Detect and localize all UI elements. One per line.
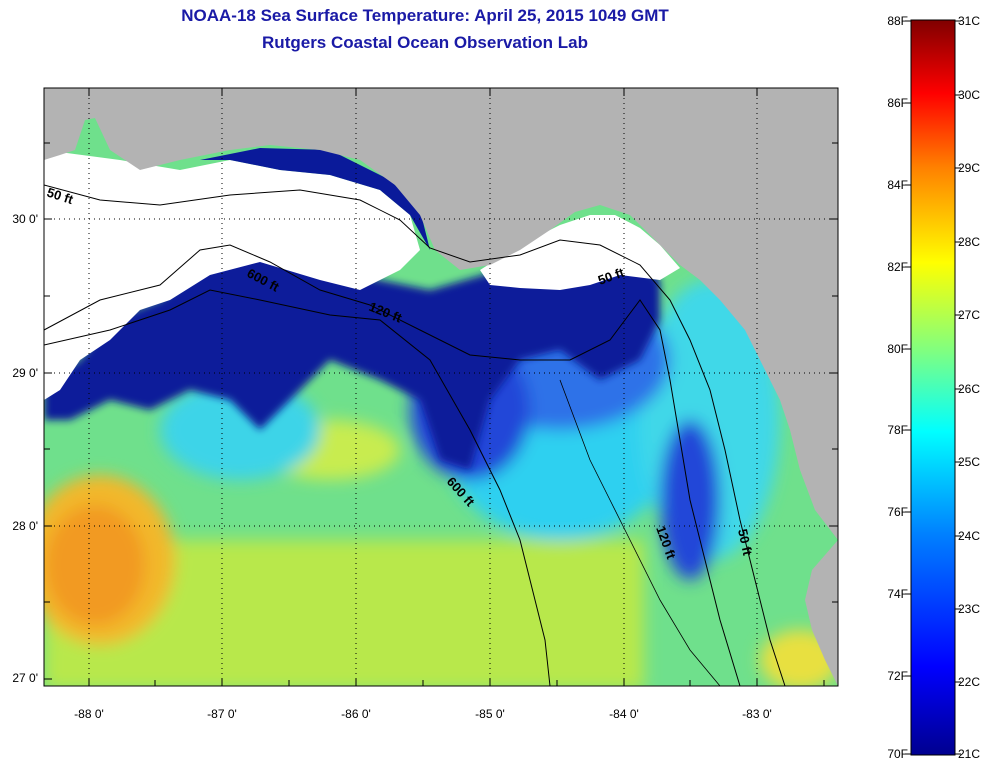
cb-c-23: 23C [958,602,981,616]
colorbar [910,19,956,756]
cb-c-29: 29C [958,161,981,175]
lon-label-88: -88 0' [74,707,104,721]
cb-f-78: 78F [887,423,908,437]
cb-c-24: 24C [958,529,981,543]
cb-c-28: 28C [958,235,981,249]
lon-label-86: -86 0' [341,707,371,721]
cb-c-30: 30C [958,88,981,102]
cb-c-26: 26C [958,382,981,396]
colorbar-ticks [905,20,961,755]
contour-50ft-west [44,184,786,686]
lat-label-29: 29 0' [12,366,38,380]
cb-c-21: 21C [958,747,981,761]
cb-f-86: 86F [887,96,908,110]
lat-label-28: 28 0' [12,519,38,533]
map-subtitle: Rutgers Coastal Ocean Observation Lab [262,33,588,52]
cloud-cover [44,150,420,400]
cb-f-72: 72F [887,669,908,683]
cb-c-27: 27C [958,308,981,322]
cb-f-84: 84F [887,178,908,192]
cb-f-76: 76F [887,505,908,519]
map-frame [43,87,839,687]
cb-f-82: 82F [887,260,908,274]
contour-600ft [44,289,551,686]
cb-f-88: 88F [887,14,908,28]
tick-marks [44,88,838,686]
contour-label-50ft-east: 50 ft [735,528,755,558]
lon-label-83: -83 0' [742,707,772,721]
cb-c-22: 22C [958,675,981,689]
contour-120ft [44,244,741,686]
lat-label-30: 30 0' [12,212,38,226]
lon-label-87: -87 0' [207,707,237,721]
cold-fringe [200,148,430,250]
land-mass [44,88,838,540]
cb-c-25: 25C [958,455,981,469]
cold-water-band [44,240,660,470]
contour-east-shelf [559,379,721,686]
cb-c-31: 31C [958,14,981,28]
lon-label-85: -85 0' [475,707,505,721]
cb-f-70: 70F [887,747,908,761]
cloud-cover-east [480,215,680,290]
cb-f-80: 80F [887,342,908,356]
map-title: NOAA-18 Sea Surface Temperature: April 2… [181,6,669,25]
lat-label-27: 27 0' [12,671,38,685]
land-coast-south [805,540,838,686]
warm-water-core [45,505,145,625]
lon-label-84: -84 0' [609,707,639,721]
cb-f-74: 74F [887,587,908,601]
